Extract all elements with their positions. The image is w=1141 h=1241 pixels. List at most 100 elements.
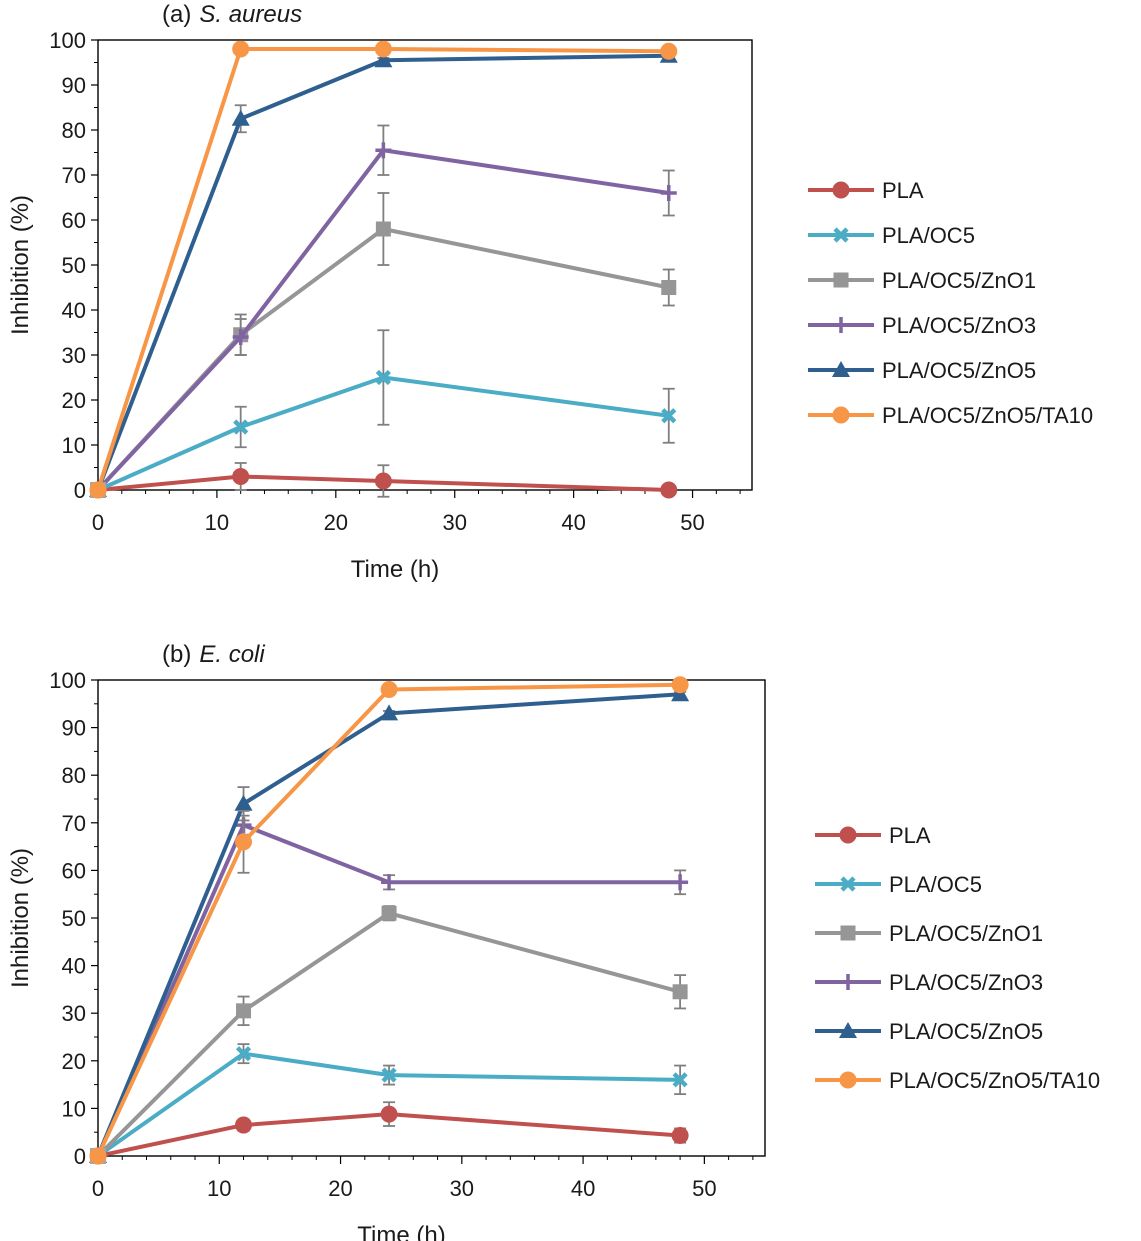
- legend-label: PLA/OC5/ZnO5: [889, 1019, 1043, 1044]
- series-line: [96, 1051, 681, 1158]
- x-axis-title: Time (h): [351, 556, 439, 583]
- legend-marker: [832, 181, 850, 199]
- series-pla-oc5-zno3: [90, 814, 689, 1164]
- legend-marker: [840, 974, 856, 990]
- series-line: [96, 682, 681, 1157]
- data-point: [381, 905, 397, 921]
- y-tick-label: 90: [62, 716, 86, 741]
- legend-item: PLA/OC5/ZnO5/TA10: [808, 403, 1093, 428]
- legend-item: PLA/OC5/ZnO5/TA10: [815, 1068, 1100, 1093]
- legend: PLA PLA/OC5 PLA/OC5/ZnO1 PLA/OC5/ZnO3 PLA/OC…: [808, 178, 1093, 428]
- y-tick-label: 0: [74, 478, 86, 503]
- legend-label: PLA/OC5/ZnO5/TA10: [882, 403, 1093, 428]
- legend-marker: [832, 406, 850, 424]
- data-point: [672, 874, 689, 891]
- data-point: [232, 40, 250, 58]
- origin-point: [89, 481, 107, 499]
- legend-marker: [833, 227, 849, 243]
- y-tick-label: 100: [49, 668, 86, 693]
- legend-label: PLA/OC5: [882, 223, 975, 248]
- data-point: [232, 468, 250, 485]
- chart-title-prefix: (a): [162, 1, 191, 28]
- data-point: [234, 794, 253, 811]
- legend-item: PLA/OC5/ZnO1: [815, 921, 1043, 946]
- y-tick-label: 60: [62, 208, 86, 233]
- series-line: [96, 148, 670, 492]
- series-pla: [89, 462, 678, 499]
- x-tick-label: 40: [571, 1176, 595, 1201]
- data-point: [374, 51, 393, 68]
- y-tick-label: 0: [74, 1144, 86, 1169]
- legend-marker: [839, 1022, 857, 1038]
- y-tick-label: 100: [49, 28, 86, 53]
- y-tick-label: 90: [62, 73, 86, 98]
- x-axis-title: Time (h): [357, 1222, 445, 1241]
- legend-item: PLA/OC5/ZnO3: [808, 313, 1036, 338]
- data-point: [235, 1116, 253, 1134]
- y-tick-label: 50: [62, 253, 86, 278]
- data-point: [231, 109, 250, 126]
- data-point: [374, 472, 392, 490]
- data-point: [660, 481, 678, 499]
- data-point: [380, 704, 399, 721]
- legend-label: PLA/OC5/ZnO3: [889, 970, 1043, 995]
- series-pla-oc5: [90, 1043, 688, 1164]
- data-point: [661, 280, 677, 295]
- legend-label: PLA: [882, 178, 924, 203]
- chart-title-organism: E. coli: [199, 641, 265, 668]
- data-point: [235, 1046, 252, 1062]
- data-point: [671, 685, 690, 702]
- y-tick-label: 10: [62, 433, 86, 458]
- legend-item: PLA/OC5: [815, 872, 982, 897]
- legend-marker: [839, 826, 857, 844]
- x-tick-label: 40: [561, 510, 585, 535]
- legend: PLA PLA/OC5 PLA/OC5/ZnO1 PLA/OC5/ZnO3 PLA/OC…: [815, 823, 1100, 1093]
- legend-label: PLA/OC5/ZnO5/TA10: [889, 1068, 1100, 1093]
- legend-item: PLA/OC5/ZnO3: [815, 970, 1043, 995]
- legend-item: PLA/OC5/ZnO1: [808, 268, 1036, 293]
- data-point: [672, 984, 688, 1000]
- y-tick-label: 80: [62, 118, 86, 143]
- data-point: [380, 1105, 398, 1123]
- data-point: [381, 1067, 397, 1083]
- x-tick-label: 50: [680, 510, 704, 535]
- y-tick-label: 80: [62, 763, 86, 788]
- chart-panel-b: (b) E. coli 0 10 20 30 40 50 60 70 80 90 100 0 10 20 30 4…: [7, 641, 1100, 1241]
- data-point: [375, 369, 391, 386]
- x-tick-label: 20: [324, 510, 348, 535]
- legend-label: PLA/OC5/ZnO5: [882, 358, 1036, 383]
- legend-item: PLA: [815, 823, 931, 848]
- x-tick-label: 30: [450, 1176, 474, 1201]
- data-point: [235, 833, 253, 851]
- x-tick-label: 10: [207, 1176, 231, 1201]
- y-tick-label: 30: [62, 343, 86, 368]
- data-point: [671, 1127, 689, 1145]
- x-tick-label: 30: [442, 510, 466, 535]
- legend-label: PLA: [889, 823, 931, 848]
- chart-title-prefix: (b): [162, 641, 191, 668]
- series-pla-oc5-zno5: [89, 685, 690, 1163]
- legend-marker: [839, 1071, 857, 1089]
- legend-marker: [832, 361, 850, 377]
- data-point: [661, 408, 677, 424]
- data-point: [375, 221, 391, 237]
- legend-label: PLA/OC5/ZnO1: [882, 268, 1036, 293]
- series-line: [96, 823, 681, 1157]
- series-line: [96, 911, 681, 1158]
- data-point: [236, 1003, 252, 1019]
- legend-item: PLA: [808, 178, 924, 203]
- series-line: [97, 375, 670, 492]
- x-tick-label: 50: [692, 1176, 716, 1201]
- x-tick-label: 0: [92, 510, 104, 535]
- data-point: [233, 419, 249, 435]
- plot-area: [97, 39, 753, 491]
- legend-label: PLA/OC5/ZnO3: [882, 313, 1036, 338]
- y-tick-label: 60: [62, 858, 86, 883]
- data-point: [660, 42, 678, 60]
- chart-title-organism: S. aureus: [199, 1, 302, 28]
- legend-item: PLA/OC5: [808, 223, 975, 248]
- y-tick-label: 40: [62, 954, 86, 979]
- y-tick-label: 20: [62, 388, 86, 413]
- series-line: [97, 1112, 681, 1158]
- y-tick-label: 40: [62, 298, 86, 323]
